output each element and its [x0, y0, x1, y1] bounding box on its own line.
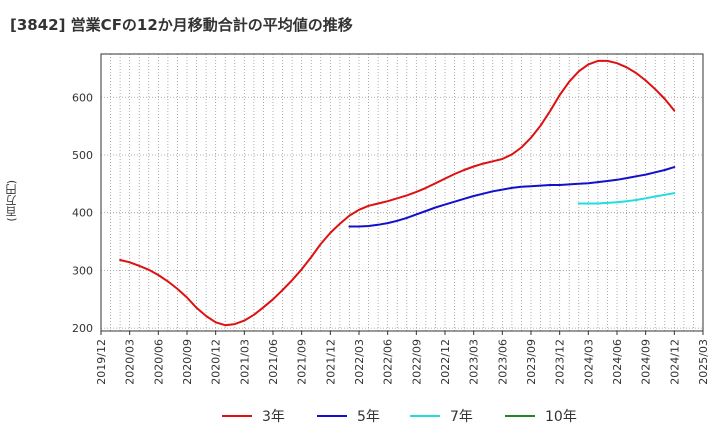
y-tick-label: 200 [72, 322, 93, 335]
chart-title: [3842] 営業CFの12か月移動合計の平均値の推移 [10, 16, 353, 34]
x-tick-label: 2020/09 [181, 339, 194, 385]
y-tick-label: 300 [72, 264, 93, 277]
line-chart: 200 300 400 500 600 2019/12 2020/03 2020/06 2020… [72, 53, 710, 385]
plot-area [101, 54, 703, 331]
legend-swatch [317, 415, 347, 417]
x-tick-label: 2022/06 [382, 339, 395, 385]
x-tick-label: 2021/09 [296, 339, 309, 385]
series-line-7年 [577, 192, 676, 205]
x-tick-label: 2024/12 [668, 339, 681, 385]
x-tick-label: 2023/06 [496, 339, 509, 385]
y-tick-label: 600 [72, 91, 93, 104]
x-tick-label: 2024/03 [582, 339, 595, 385]
legend-label: 5年 [357, 409, 380, 425]
legend-label: 7年 [450, 409, 473, 425]
x-tick-label: 2025/03 [697, 339, 710, 385]
x-tick-label: 2022/03 [353, 339, 366, 385]
legend-swatch [410, 415, 440, 417]
x-tick-label: 2022/09 [410, 339, 423, 385]
x-tick-label: 2021/12 [324, 339, 337, 385]
y-tick-label: 500 [72, 149, 93, 162]
x-tick-label: 2019/12 [95, 339, 108, 385]
series-line-5年 [348, 166, 676, 228]
x-tick-label: 2023/09 [525, 339, 538, 385]
x-tick-label: 2024/09 [640, 339, 653, 385]
x-tick-label: 2022/12 [439, 339, 452, 385]
legend-label: 10年 [545, 409, 577, 425]
x-tick-label: 2021/06 [267, 339, 280, 385]
legend-swatch [222, 415, 252, 417]
x-tick-label: 2020/12 [210, 339, 223, 385]
x-tick-label: 2020/03 [124, 339, 137, 385]
y-tick-label: 400 [72, 207, 93, 220]
x-tick-label: 2024/06 [611, 339, 624, 385]
series-line-3年 [119, 59, 676, 327]
legend-swatch [505, 415, 535, 417]
x-tick-label: 2021/03 [238, 339, 251, 385]
chart-legend: 3年 5年 7年 10年 [0, 402, 720, 428]
legend-label: 3年 [262, 409, 285, 425]
plot-frame [100, 53, 704, 332]
x-tick-label: 2023/03 [468, 339, 481, 385]
x-tick-label: 2020/06 [152, 339, 165, 385]
x-tick-label: 2023/12 [554, 339, 567, 385]
